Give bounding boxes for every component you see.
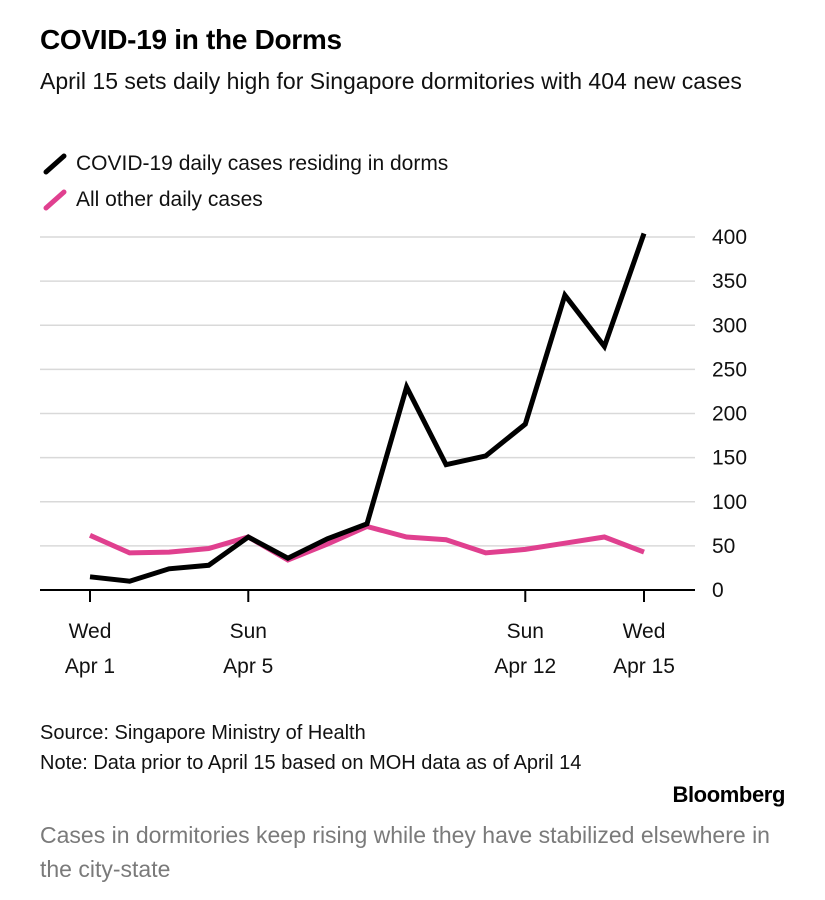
y-tick-label-200: 200 [712, 403, 747, 426]
y-tick-label-0: 0 [712, 579, 724, 602]
y-tick-label-50: 50 [712, 535, 735, 558]
x-tick-label-day: Sun [507, 620, 544, 643]
legend: COVID-19 daily cases residing in dorms A… [40, 146, 448, 218]
y-tick-label-250: 250 [712, 358, 747, 381]
data-note: Note: Data prior to April 15 based on MO… [40, 752, 582, 774]
x-tick-label-date: Apr 5 [223, 655, 273, 678]
series-line-dorms [89, 232, 647, 584]
y-tick-label-150: 150 [712, 447, 747, 470]
x-tick-label-day: Wed [69, 620, 112, 643]
legend-item-dorms: COVID-19 daily cases residing in dorms [40, 146, 448, 182]
x-tick-label-date: Apr 12 [494, 655, 556, 678]
line-chart: 0 50 100 150 200 250 300 350 400 Wed Apr 1 Sun Apr 5… [40, 226, 747, 678]
x-tick-label-day: Sun [230, 620, 267, 643]
x-tick-label-date: Apr 15 [613, 655, 675, 678]
bloomberg-logo: Bloomberg [672, 782, 785, 807]
y-tick-label-100: 100 [712, 491, 747, 514]
y-tick-label-300: 300 [712, 314, 747, 337]
chart-title: COVID-19 in the Dorms [40, 24, 342, 55]
footer: Source: Singapore Ministry of Health Not… [40, 718, 640, 778]
source-note: Source: Singapore Ministry of Health [40, 722, 366, 744]
caption: Cases in dormitories keep rising while t… [40, 822, 770, 882]
x-tick-label-date: Apr 1 [65, 655, 115, 678]
legend-label-dorms: COVID-19 daily cases residing in dorms [76, 152, 449, 175]
y-tick-label-350: 350 [712, 270, 747, 293]
legend-swatch-dorms [43, 153, 67, 175]
legend-label-others: All other daily cases [76, 188, 263, 211]
legend-item-others: All other daily cases [40, 182, 448, 218]
y-tick-label-400: 400 [712, 226, 747, 249]
x-tick-label-day: Wed [623, 620, 666, 643]
series-line-others [88, 523, 645, 563]
chart-subtitle: April 15 sets daily high for Singapore d… [40, 68, 742, 94]
legend-swatch-others [43, 189, 67, 211]
